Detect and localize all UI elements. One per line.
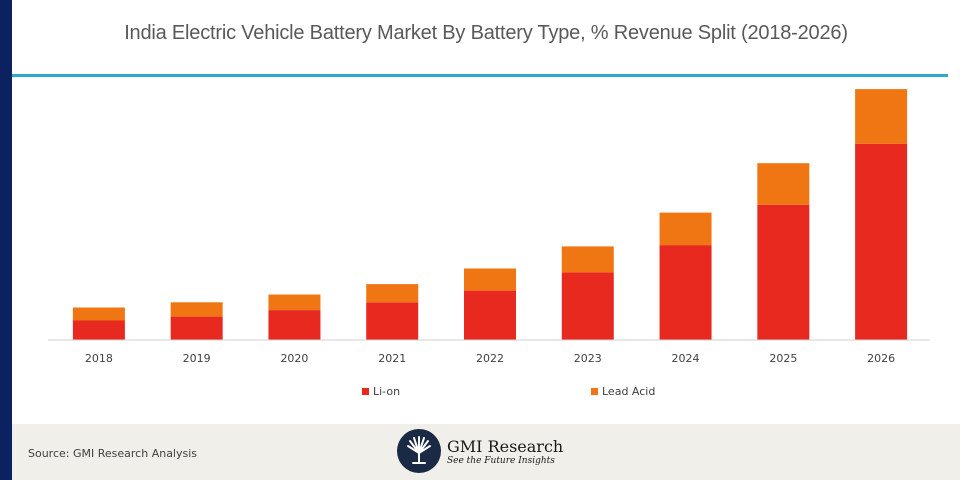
footer: Source: GMI Research Analysis GMI Resear… [12,424,960,480]
bar-li-on-2023 [561,272,614,340]
bar-li-on-2018 [72,320,125,340]
chart-title: India Electric Vehicle Battery Market By… [124,22,848,44]
x-tick-label: 2025 [769,352,797,365]
logo-emblem-icon [397,429,441,473]
left-accent-bar [0,0,12,480]
bar-lead-acid-2019 [170,302,223,317]
x-tick-label: 2019 [183,352,211,365]
bar-li-on-2020 [268,310,321,340]
source-note: Source: GMI Research Analysis [28,447,198,460]
bars-group [72,89,908,340]
bar-li-on-2019 [170,316,223,340]
bar-li-on-2021 [366,302,419,340]
bar-lead-acid-2026 [855,89,908,144]
x-axis-ticks: 2018 2019 2020 2021 2022 2023 2024 2025 2026 [85,352,895,365]
legend-item-lead-acid: Lead Acid [591,385,655,398]
brand-name: GMI Research [447,436,564,456]
bar-li-on-2022 [464,290,516,340]
bar-lead-acid-2023 [561,246,614,273]
x-tick-label: 2020 [280,352,308,365]
legend-label-lead-acid: Lead Acid [602,385,656,398]
legend-swatch-li-on [362,388,369,395]
x-tick-label: 2023 [574,352,602,365]
bar-lead-acid-2020 [268,294,321,311]
x-tick-label: 2021 [378,352,406,365]
bar-li-on-2025 [757,204,810,340]
title-divider [12,74,948,77]
x-tick-label: 2024 [672,352,700,365]
brand-tagline: See the Future Insights [447,455,555,466]
legend-item-li-on: Li-on [362,385,400,398]
bar-lead-acid-2018 [72,307,125,321]
bar-li-on-2024 [659,245,712,340]
bar-lead-acid-2025 [757,163,810,205]
x-tick-label: 2026 [867,352,895,365]
bar-li-on-2026 [855,143,908,340]
bar-lead-acid-2024 [659,212,712,246]
bar-lead-acid-2022 [464,268,516,291]
gmi-logo: GMI Research See the Future Insights [397,429,563,473]
legend-swatch-lead-acid [591,388,598,395]
x-tick-label: 2022 [476,352,504,365]
stacked-bar-chart: 2018 2019 2020 2021 2022 2023 2024 2025 2026 [48,89,930,365]
bar-lead-acid-2021 [366,284,419,303]
x-tick-label: 2018 [85,352,113,365]
legend-label-li-on: Li-on [373,385,401,398]
